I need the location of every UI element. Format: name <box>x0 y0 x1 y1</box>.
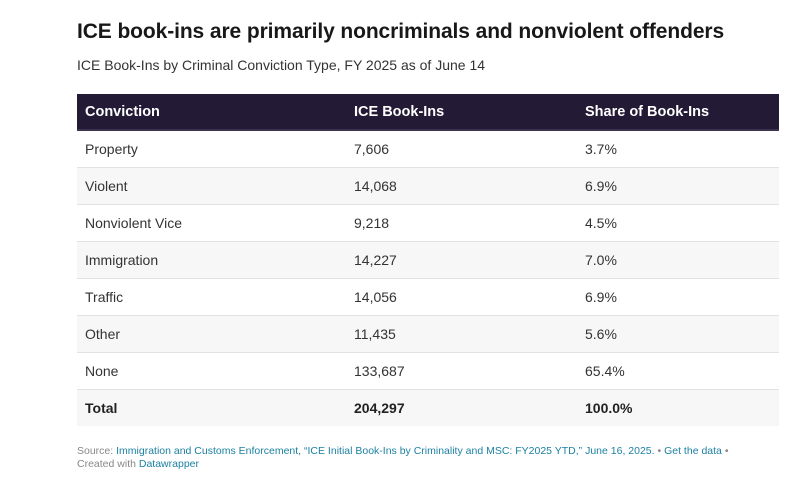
table-row: Property 7,606 3.7% <box>77 130 779 168</box>
table-header-row: Conviction ICE Book-Ins Share of Book-Ins <box>77 94 779 131</box>
column-header-book-ins: ICE Book-Ins <box>346 94 577 131</box>
get-the-data-link[interactable]: Get the data <box>664 445 722 457</box>
datawrapper-link[interactable]: Datawrapper <box>138 458 199 470</box>
table-row: Nonviolent Vice 9,218 4.5% <box>77 204 779 242</box>
book-ins-cell: 7,606 <box>346 130 577 168</box>
conviction-cell: Nonviolent Vice <box>77 204 346 242</box>
chart-title: ICE book-ins are primarily noncriminals … <box>77 20 725 43</box>
total-row: Total 204,297 100.0% <box>77 389 779 426</box>
footer-separator: • <box>724 445 729 457</box>
data-table: Conviction ICE Book-Ins Share of Book-Ins … <box>77 94 779 426</box>
share-cell: 4.5% <box>577 204 779 242</box>
share-cell: 7.0% <box>577 241 779 279</box>
conviction-cell: None <box>77 352 346 390</box>
total-conviction-cell: Total <box>77 389 346 426</box>
conviction-cell: Immigration <box>77 241 346 279</box>
table-row: Traffic 14,056 6.9% <box>77 278 779 316</box>
share-cell: 65.4% <box>577 352 779 390</box>
chart-footer: Source: Immigration and Customs Enforcem… <box>77 445 767 471</box>
share-cell: 3.7% <box>577 130 779 168</box>
source-label: Source: <box>77 445 114 457</box>
created-with-label: Created with <box>77 458 136 470</box>
book-ins-cell: 9,218 <box>346 204 577 242</box>
share-cell: 6.9% <box>577 167 779 205</box>
book-ins-cell: 14,227 <box>346 241 577 279</box>
conviction-cell: Traffic <box>77 278 346 316</box>
conviction-cell: Other <box>77 315 346 353</box>
table-row: None 133,687 65.4% <box>77 352 779 390</box>
book-ins-cell: 11,435 <box>346 315 577 353</box>
column-header-conviction: Conviction <box>77 94 346 131</box>
book-ins-cell: 133,687 <box>346 352 577 390</box>
table-row: Other 11,435 5.6% <box>77 315 779 353</box>
book-ins-cell: 14,056 <box>346 278 577 316</box>
conviction-cell: Property <box>77 130 346 168</box>
table-row: Violent 14,068 6.9% <box>77 167 779 205</box>
share-cell: 6.9% <box>577 278 779 316</box>
total-book-ins-cell: 204,297 <box>346 389 577 426</box>
total-share-cell: 100.0% <box>577 389 779 426</box>
column-header-share: Share of Book-Ins <box>577 94 779 131</box>
footer-separator: • <box>657 445 662 457</box>
conviction-cell: Violent <box>77 167 346 205</box>
chart-subtitle: ICE Book-Ins by Criminal Conviction Type… <box>77 57 486 73</box>
table-row: Immigration 14,227 7.0% <box>77 241 779 279</box>
book-ins-cell: 14,068 <box>346 167 577 205</box>
source-link[interactable]: Immigration and Customs Enforcement, “IC… <box>116 445 655 457</box>
share-cell: 5.6% <box>577 315 779 353</box>
